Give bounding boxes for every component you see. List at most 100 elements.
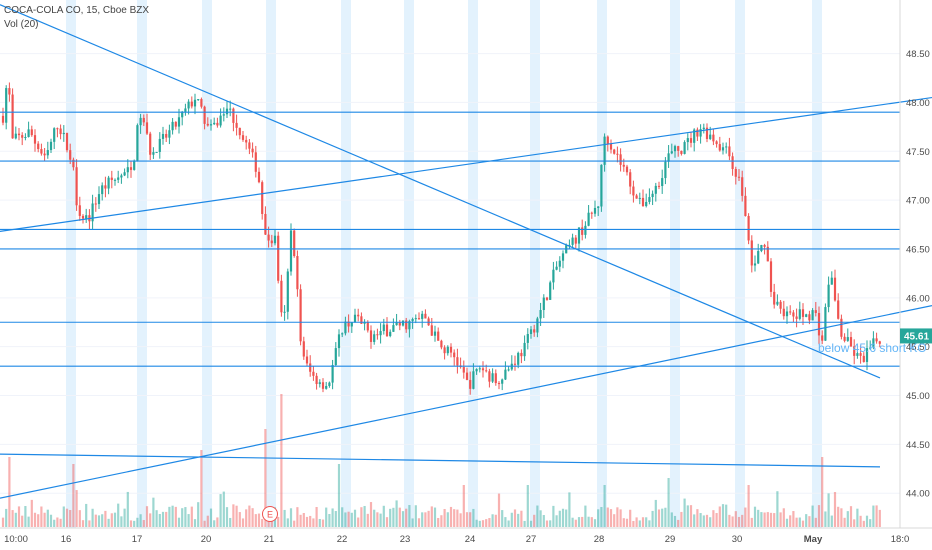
candle-body bbox=[168, 130, 171, 138]
volume-bar bbox=[718, 506, 721, 527]
candle-body bbox=[353, 314, 357, 323]
candle-body bbox=[91, 203, 94, 222]
volume-bar bbox=[62, 506, 65, 527]
volume-bar bbox=[677, 519, 680, 527]
volume-bar bbox=[795, 517, 798, 527]
candle-body bbox=[373, 334, 376, 342]
volume-bar bbox=[625, 518, 629, 527]
candle-body bbox=[197, 99, 200, 101]
candles bbox=[1, 82, 881, 395]
volume-bar bbox=[392, 507, 395, 527]
volume-bar bbox=[267, 520, 270, 527]
candle-body bbox=[593, 207, 597, 214]
candle-body bbox=[830, 277, 833, 285]
volume-bar bbox=[280, 394, 283, 527]
candle-body bbox=[299, 289, 302, 342]
volume-bar bbox=[651, 510, 654, 527]
session-band bbox=[66, 0, 76, 528]
volume-bar bbox=[517, 513, 520, 527]
candle-body bbox=[181, 111, 184, 118]
candle-body bbox=[280, 280, 283, 313]
volume-bar bbox=[821, 457, 824, 527]
volume-bar bbox=[229, 517, 232, 527]
candle-body bbox=[824, 307, 827, 341]
candle-body bbox=[862, 355, 865, 362]
volume-bar bbox=[193, 519, 197, 527]
candle-body bbox=[430, 325, 433, 336]
volume-bar bbox=[171, 505, 174, 527]
volume-bar bbox=[59, 518, 62, 527]
candle-body bbox=[776, 301, 779, 305]
candle-body bbox=[235, 122, 238, 128]
candle-body bbox=[270, 240, 273, 244]
candle-body bbox=[254, 152, 257, 172]
volume-bar bbox=[792, 511, 795, 527]
volume-bar bbox=[683, 498, 686, 527]
candle-body bbox=[312, 371, 315, 376]
candle-body bbox=[283, 311, 286, 313]
session-band bbox=[202, 0, 212, 528]
y-tick-label: 45.00 bbox=[906, 391, 930, 402]
volume-bar bbox=[11, 510, 14, 527]
candle-body bbox=[104, 185, 107, 189]
candle-body bbox=[232, 108, 235, 123]
volume-bar bbox=[139, 514, 142, 527]
volume-bar bbox=[869, 519, 872, 527]
volume-bar bbox=[657, 509, 661, 527]
candle-body bbox=[94, 203, 97, 205]
volume-bar bbox=[353, 509, 357, 527]
candle-body bbox=[827, 284, 830, 308]
volume-bar bbox=[728, 514, 731, 527]
candle-body bbox=[689, 138, 693, 143]
volume-bar bbox=[309, 515, 312, 527]
candle-body bbox=[811, 310, 814, 321]
candle-body bbox=[56, 128, 59, 130]
candle-body bbox=[440, 340, 443, 348]
volume-bar bbox=[776, 491, 779, 527]
volume-bar bbox=[680, 511, 683, 527]
candle-body bbox=[478, 368, 481, 370]
volume-bar bbox=[629, 509, 632, 527]
volume-bar bbox=[750, 517, 753, 527]
candle-body bbox=[683, 142, 686, 154]
volume-bar bbox=[481, 520, 485, 527]
volume-indicator-label[interactable]: Vol (20) bbox=[4, 19, 39, 30]
volume-bar bbox=[88, 520, 91, 527]
volume-bar bbox=[181, 508, 184, 527]
candle-body bbox=[465, 372, 469, 380]
volume-bar bbox=[145, 506, 149, 527]
volume-bar bbox=[565, 509, 568, 527]
volume-bar bbox=[705, 514, 709, 527]
volume-bar bbox=[673, 515, 677, 527]
volume-bar bbox=[747, 485, 750, 527]
candle-body bbox=[702, 127, 705, 130]
candle-body bbox=[590, 212, 593, 214]
volume-bar bbox=[149, 513, 152, 527]
candle-body bbox=[133, 160, 136, 170]
candle-body bbox=[251, 148, 254, 153]
chart-title[interactable]: COCA-COLA CO, 15, Cboe BZX bbox=[4, 5, 150, 16]
volume-bar bbox=[472, 508, 475, 527]
candle-body bbox=[693, 129, 696, 143]
candle-body bbox=[846, 337, 849, 341]
volume-bar bbox=[296, 507, 299, 527]
candle-body bbox=[401, 320, 405, 326]
candle-body bbox=[24, 137, 27, 139]
volume-bar bbox=[232, 504, 235, 527]
candle-body bbox=[129, 167, 133, 170]
volume-bar bbox=[251, 508, 254, 527]
volume-bar bbox=[65, 508, 69, 527]
volume-bar bbox=[456, 509, 459, 527]
earnings-event-marker[interactable]: E bbox=[262, 506, 278, 522]
volume-bar bbox=[462, 485, 465, 527]
candle-body bbox=[469, 379, 472, 389]
candle-body bbox=[289, 230, 293, 272]
candle-body bbox=[645, 201, 648, 207]
candle-body bbox=[46, 150, 49, 156]
volume-bar bbox=[120, 516, 123, 527]
volume-bar bbox=[136, 517, 139, 527]
volume-bar bbox=[737, 516, 741, 527]
session-band bbox=[812, 0, 822, 528]
candle-body bbox=[229, 108, 232, 110]
volume-bar bbox=[459, 513, 462, 527]
